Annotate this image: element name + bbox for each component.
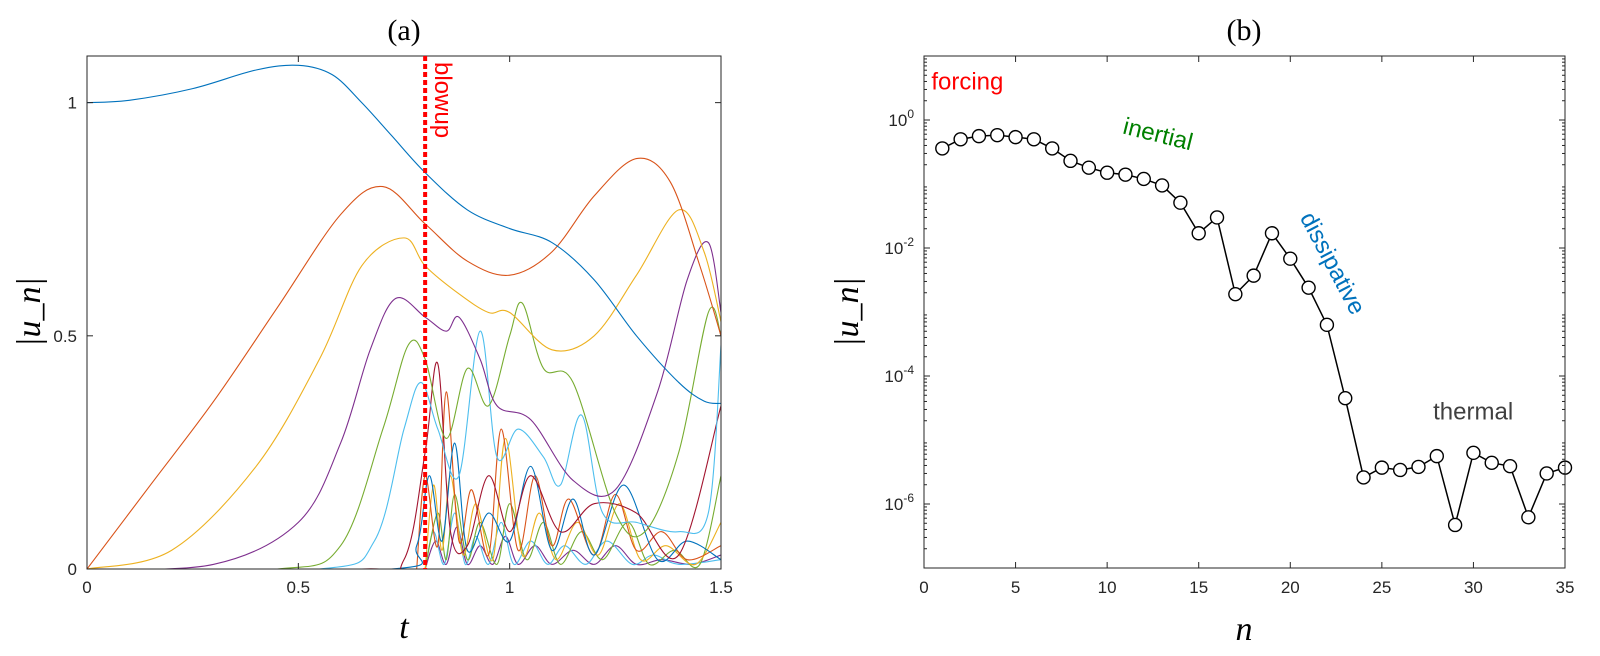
tick-exponent: -6 <box>903 491 914 505</box>
series-line-n=9 <box>416 391 721 569</box>
series-group <box>87 64 721 569</box>
tick-exponent: 0 <box>907 107 914 121</box>
data-point-n20 <box>1283 251 1298 266</box>
y-tick-label: 0.5 <box>53 327 77 346</box>
blowup-label: blowup <box>429 62 456 138</box>
x-tick-label: 25 <box>1372 578 1391 597</box>
data-point-n22 <box>1319 317 1335 333</box>
panel-a-xlabel: t <box>399 609 410 646</box>
tick-base: 10 <box>884 367 903 386</box>
data-point-n11 <box>1118 167 1133 182</box>
data-point-n17 <box>1228 286 1243 302</box>
y-tick-label: 0 <box>68 560 77 579</box>
series-line-n=5 <box>87 301 721 569</box>
panel-b: (b) 0 5 10 15 20 25 30 3510010-210-410-6forcing… <box>829 14 1574 648</box>
data-point-n27 <box>1411 459 1426 475</box>
x-tick-label: 1 <box>505 578 514 597</box>
panel-b-ylabel-group: |u_n| <box>829 277 866 347</box>
series-line-n=4 <box>87 241 721 569</box>
y-tick-label: 10-6 <box>884 491 914 514</box>
y-tick-label: 10-2 <box>884 235 914 258</box>
panel-a-ylabel-group: |u_n| <box>11 277 48 347</box>
data-point-n1 <box>935 141 950 156</box>
x-tick-label: 5 <box>1011 578 1020 597</box>
data-point-n15 <box>1191 226 1206 241</box>
data-point-n7 <box>1044 141 1060 156</box>
data-point-n18 <box>1246 268 1261 283</box>
plot-frame <box>86 55 722 570</box>
x-tick-label: 10 <box>1098 578 1117 597</box>
annotation-inertial: inertial <box>1120 113 1195 156</box>
plot-frame <box>923 55 1566 569</box>
data-point-n16 <box>1209 210 1225 225</box>
panel-b-curves <box>935 127 1573 533</box>
data-point-n26 <box>1392 462 1408 478</box>
panel-b-axes: 0 5 10 15 20 25 30 3510010-210-410-6forcinginer… <box>884 55 1575 597</box>
series-line-n=7 <box>87 361 721 569</box>
y-tick-label: 1 <box>68 94 77 113</box>
data-point-n29 <box>1447 517 1463 533</box>
data-point-n32 <box>1502 458 1518 474</box>
tick-base: 10 <box>888 111 907 130</box>
data-point-n10 <box>1099 165 1115 180</box>
y-tick-label: 10-4 <box>884 363 914 386</box>
data-point-n6 <box>1026 132 1042 147</box>
series-line-n=2 <box>87 157 721 569</box>
tick-exponent: -2 <box>903 235 914 249</box>
data-point-n14 <box>1173 195 1188 210</box>
x-tick-label: 1.5 <box>709 578 733 597</box>
data-point-n28 <box>1429 448 1445 464</box>
data-point-n13 <box>1154 178 1170 193</box>
tick-base: 10 <box>884 239 903 258</box>
x-tick-label: 0.5 <box>287 578 311 597</box>
x-tick-label: 30 <box>1464 578 1483 597</box>
panel-a-axes: 0 0.5 1 1.5 0 0.5 1 blowup <box>53 55 733 597</box>
y-tick-label: 100 <box>888 107 914 130</box>
series-line-n=8 <box>87 442 721 569</box>
data-point-n3 <box>971 128 987 144</box>
series-line-n=1 <box>87 64 721 405</box>
data-point-n30 <box>1466 445 1481 461</box>
panel-a-curves <box>87 64 721 569</box>
data-point-n12 <box>1136 171 1151 187</box>
data-point-n31 <box>1484 455 1499 471</box>
tick-exponent: -4 <box>903 363 914 377</box>
panel-b-ylabel: |u_n| <box>829 277 866 347</box>
data-point-n19 <box>1264 226 1280 241</box>
series-line-n=13 <box>424 526 721 569</box>
x-tick-label: 20 <box>1281 578 1300 597</box>
x-tick-label: 35 <box>1556 578 1575 597</box>
annotation-thermal: thermal <box>1433 398 1513 425</box>
data-point-n34 <box>1539 466 1554 481</box>
series-line-n=6 <box>87 330 721 569</box>
panel-a: (a) 0 0.5 1 1.5 0 0.5 1 blowup t |u_n| <box>11 14 733 646</box>
annotation-forcing: forcing <box>931 68 1003 95</box>
data-point-n25 <box>1374 460 1390 475</box>
panel-a-title: (a) <box>387 14 420 47</box>
data-point-n23 <box>1338 390 1353 406</box>
panel-b-title: (b) <box>1227 14 1262 47</box>
panel-b-xlabel: n <box>1236 611 1253 648</box>
data-point-n21 <box>1301 280 1316 295</box>
x-tick-label: 0 <box>919 578 928 597</box>
data-point-n8 <box>1063 153 1078 169</box>
data-point-n5 <box>1008 129 1023 145</box>
annotation-dissipative: dissipative <box>1294 208 1370 320</box>
panel-a-ylabel: |u_n| <box>11 277 48 347</box>
series-line <box>941 134 1566 528</box>
series-line-n=3 <box>87 209 721 569</box>
data-point-n24 <box>1356 470 1371 485</box>
x-tick-label: 15 <box>1189 578 1208 597</box>
data-point-n2 <box>953 132 968 147</box>
data-point-n33 <box>1521 510 1536 525</box>
data-point-n9 <box>1081 160 1097 175</box>
tick-base: 10 <box>884 495 903 514</box>
x-tick-label: 0 <box>82 578 91 597</box>
data-point-n4 <box>990 127 1005 143</box>
